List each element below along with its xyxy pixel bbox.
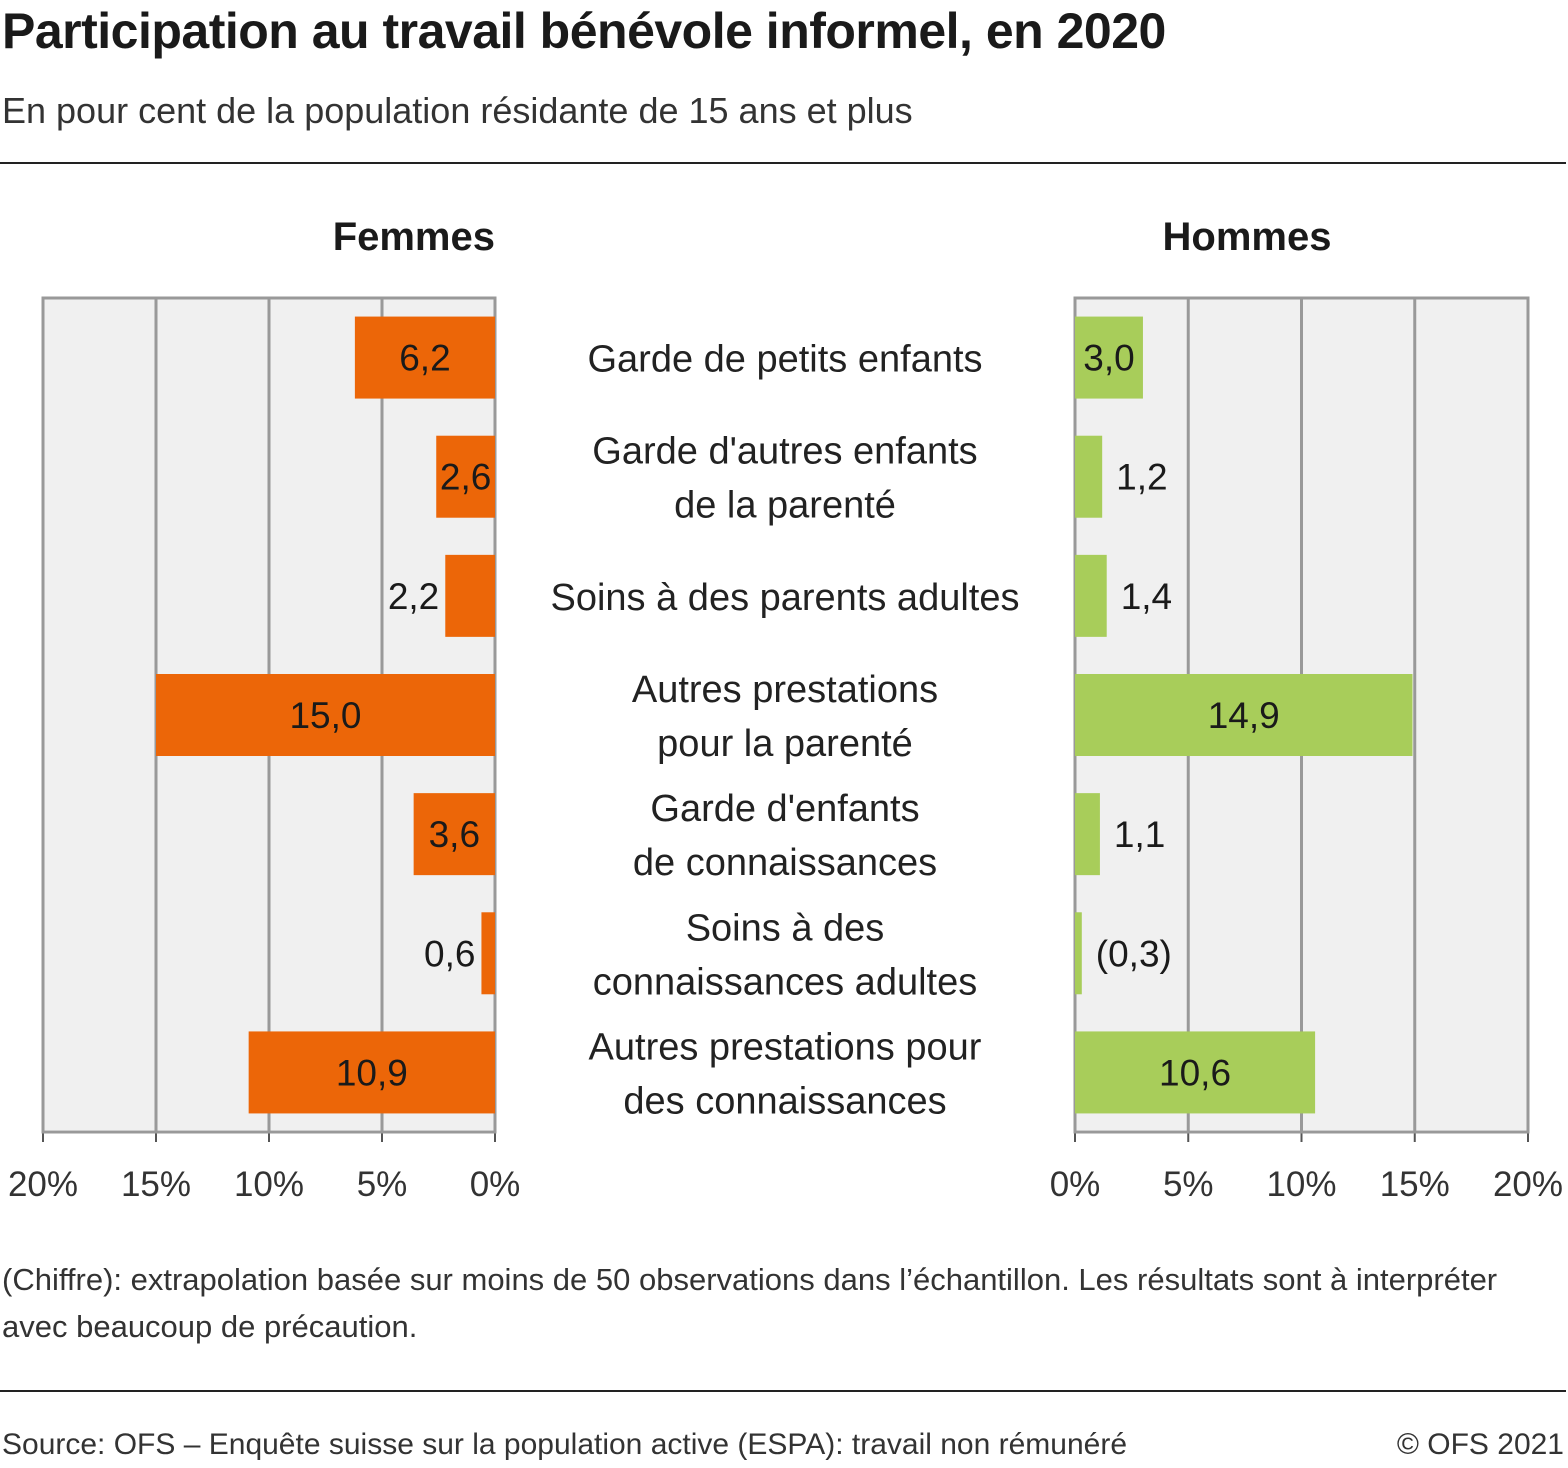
femmes-tick-label: 10%	[234, 1165, 304, 1204]
hommes-value-label: 1,4	[1121, 576, 1172, 617]
hommes-value-label: (0,3)	[1096, 933, 1172, 974]
category-label: Autres prestations	[632, 669, 938, 711]
femmes-value-label: 2,2	[388, 576, 439, 617]
category-label: pour la parenté	[657, 723, 913, 765]
category-label: de la parenté	[674, 485, 896, 527]
femmes-bar	[248, 1031, 495, 1114]
femmes-bar	[481, 912, 495, 995]
category-label: de connaissances	[633, 842, 937, 884]
top-rule	[0, 162, 1566, 164]
femmes-value-label: 15,0	[289, 695, 361, 736]
chart-title: Participation au travail bénévole inform…	[2, 3, 1166, 59]
hommes-value-label: 14,9	[1208, 695, 1280, 736]
hommes-tick-label: 10%	[1266, 1165, 1336, 1204]
hommes-bar	[1075, 554, 1107, 637]
hommes-header: Hommes	[1163, 215, 1332, 259]
hommes-value-label: 3,0	[1083, 338, 1134, 379]
category-label: Soins à des parents adultes	[551, 577, 1020, 619]
hommes-value-label: 10,6	[1159, 1052, 1231, 1093]
copyright-text: © OFS 2021	[1396, 1428, 1564, 1461]
hommes-bar	[1075, 435, 1103, 518]
hommes-bar	[1075, 1031, 1316, 1114]
femmes-value-label: 3,6	[429, 814, 480, 855]
hommes-bar	[1075, 674, 1413, 756]
femmes-value-label: 10,9	[336, 1052, 408, 1093]
hommes-bar	[1075, 912, 1082, 995]
hommes-tick-label: 15%	[1380, 1165, 1450, 1204]
category-label: Garde d'enfants	[650, 788, 919, 830]
chart-subtitle: En pour cent de la population résidante …	[2, 90, 913, 131]
category-label: Garde d'autres enfants	[592, 431, 977, 473]
category-label: Autres prestations pour	[589, 1026, 982, 1068]
hommes-tick-label: 5%	[1163, 1165, 1214, 1204]
hommes-bar	[1075, 316, 1143, 399]
hommes-tick-label: 0%	[1050, 1165, 1101, 1204]
hommes-tick-label: 20%	[1493, 1165, 1563, 1204]
category-label: Garde de petits enfants	[587, 339, 982, 381]
femmes-bar	[156, 674, 495, 756]
source-text: Source: OFS – Enquête suisse sur la popu…	[2, 1428, 1128, 1461]
femmes-tick-label: 20%	[8, 1165, 78, 1204]
bar-chart: 0% 0% 5% 5% 10% 10% 15% 15% 20% 20% Femmes Hommes 6,…	[8, 215, 1563, 1204]
femmes-value-label: 6,2	[399, 338, 450, 379]
footnote: (Chiffre): extrapolation basée sur moins…	[2, 1262, 1498, 1344]
femmes-header: Femmes	[333, 215, 495, 259]
hommes-bar	[1075, 793, 1100, 876]
hommes-value-label: 1,2	[1116, 457, 1167, 498]
femmes-bar	[436, 435, 495, 518]
femmes-tick-label: 5%	[357, 1165, 408, 1204]
femmes-tick-label: 15%	[121, 1165, 191, 1204]
category-label: connaissances adultes	[593, 961, 977, 1003]
femmes-bar	[445, 554, 495, 637]
femmes-value-label: 2,6	[440, 457, 491, 498]
category-label: Soins à des	[686, 907, 885, 949]
category-label: des connaissances	[623, 1080, 946, 1122]
femmes-bar	[413, 793, 495, 876]
femmes-tick-label: 0%	[470, 1165, 521, 1204]
femmes-bar	[354, 316, 495, 399]
hommes-value-label: 1,1	[1114, 814, 1165, 855]
femmes-value-label: 0,6	[424, 933, 475, 974]
bottom-rule	[0, 1390, 1566, 1392]
